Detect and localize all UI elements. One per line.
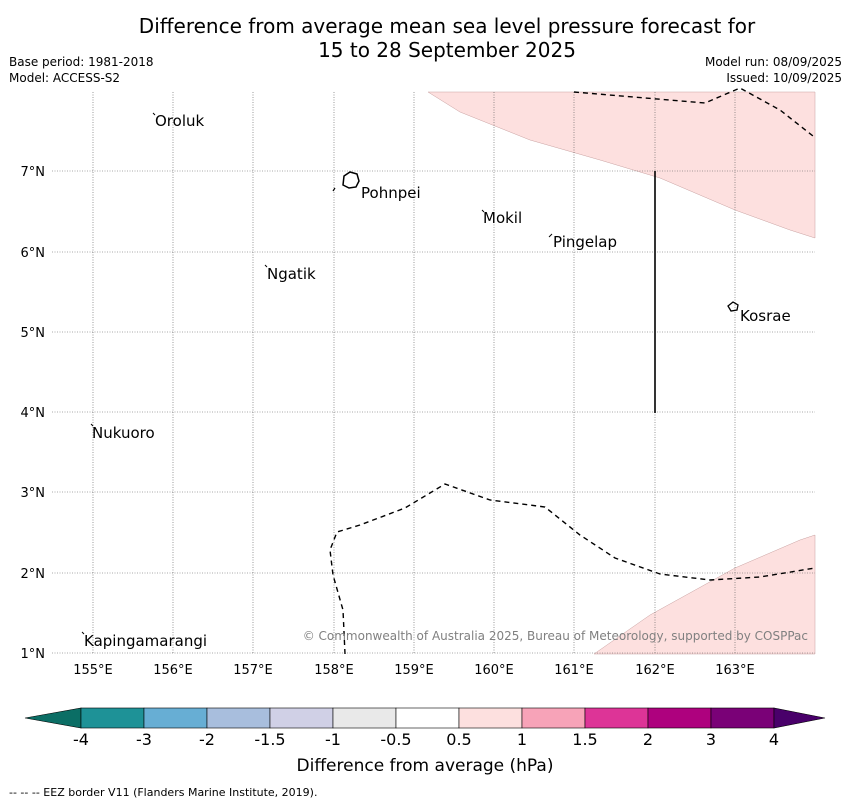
colorbar-tick-label: 3 (706, 730, 716, 749)
colorbar-extend-high (773, 707, 826, 729)
map-canvas: Oroluk Pohnpei Mokil Pingelap Ngatik Kos… (21, 87, 816, 678)
map-title: Difference from average mean sea level p… (0, 14, 850, 62)
meta-left: Base period: 1981-2018 Model: ACCESS-S2 (9, 54, 154, 86)
place-label-pohnpei: Pohnpei (361, 184, 421, 202)
base-period: Base period: 1981-2018 (9, 55, 154, 69)
colorbar-segment (206, 707, 271, 729)
colorbar-segment (647, 707, 712, 729)
lon-label: 159°E (394, 663, 434, 678)
colorbar-segment (521, 707, 586, 729)
place-label-ngatik: Ngatik (267, 265, 316, 283)
colorbar-segment (80, 707, 145, 729)
colorbar-title: Difference from average (hPa) (296, 756, 554, 776)
anomaly-region-south (593, 534, 816, 655)
longitude-labels: 155°E 156°E 157°E 158°E 159°E 160°E 161°… (73, 663, 755, 678)
model-name: Model: ACCESS-S2 (9, 71, 121, 85)
gridlines (52, 92, 815, 654)
colorbar-tick-label: 4 (769, 730, 779, 749)
lat-label: 7°N (21, 165, 46, 180)
copyright-notice: © Commonwealth of Australia 2025, Bureau… (303, 629, 808, 643)
lon-label: 160°E (474, 663, 514, 678)
place-label-kapingamarangi: Kapingamarangi (84, 632, 207, 650)
lon-label: 162°E (635, 663, 675, 678)
lon-label: 161°E (554, 663, 594, 678)
lat-label: 1°N (21, 647, 46, 662)
lat-label: 6°N (21, 246, 46, 261)
lon-label: 155°E (73, 663, 113, 678)
colorbar-labels: -4 -3 -2 -1.5 -1 -0.5 0.5 1 1.5 2 3 4 (73, 730, 779, 749)
model-run: Model run: 08/09/2025 (704, 55, 842, 69)
place-label-kosrae: Kosrae (740, 307, 791, 325)
colorbar-tick-label: -0.5 (380, 730, 411, 749)
colorbar-segment (143, 707, 208, 729)
colorbar-tick-label: -4 (73, 730, 89, 749)
colorbar-segment (395, 707, 460, 729)
lon-label: 157°E (233, 663, 273, 678)
lat-label: 2°N (21, 567, 46, 582)
eez-borders (329, 87, 816, 655)
place-labels: Oroluk Pohnpei Mokil Pingelap Ngatik Kos… (84, 112, 791, 650)
latitude-labels: 7°N 6°N 5°N 4°N 3°N 2°N 1°N (21, 165, 46, 662)
colorbar-segments (24, 707, 826, 729)
lon-label: 158°E (314, 663, 354, 678)
eez-footer-note: -- -- -- EEZ border V11 (Flanders Marine… (9, 786, 318, 799)
colorbar-tick-label: 0.5 (446, 730, 471, 749)
colorbar-tick-label: 1.5 (572, 730, 597, 749)
colorbar-segment (269, 707, 334, 729)
lat-label: 4°N (21, 406, 46, 421)
lat-label: 5°N (21, 326, 46, 341)
pohnpei-island (342, 171, 360, 189)
meta-right: Model run: 08/09/2025 Issued: 10/09/2025 (705, 54, 842, 86)
colorbar-tick-label: 2 (643, 730, 653, 749)
colorbar: -4 -3 -2 -1.5 -1 -0.5 0.5 1 1.5 2 3 4 (24, 707, 826, 749)
small-islet (332, 187, 336, 192)
colorbar-tick-label: -1 (325, 730, 341, 749)
atoll-markers (81, 112, 553, 635)
colorbar-tick-label: 1 (517, 730, 527, 749)
kosrae-island (727, 301, 739, 312)
place-label-oroluk: Oroluk (155, 112, 204, 130)
title-line-2: 15 to 28 September 2025 (318, 38, 576, 62)
lat-label: 3°N (21, 486, 46, 501)
lon-label: 156°E (153, 663, 193, 678)
place-label-nukuoro: Nukuoro (92, 424, 155, 442)
colorbar-tick-label: -1.5 (254, 730, 285, 749)
colorbar-tick-label: -3 (136, 730, 152, 749)
title-line-1: Difference from average mean sea level p… (138, 14, 756, 38)
colorbar-tick-label: -2 (199, 730, 215, 749)
issued-date: Issued: 10/09/2025 (726, 71, 842, 85)
anomaly-region-north (427, 91, 816, 239)
colorbar-segment (710, 707, 775, 729)
colorbar-segment (458, 707, 523, 729)
lon-label: 163°E (715, 663, 755, 678)
colorbar-segment (584, 707, 649, 729)
place-label-mokil: Mokil (483, 209, 522, 227)
colorbar-extend-low (24, 707, 82, 729)
place-label-pingelap: Pingelap (553, 233, 617, 251)
colorbar-segment (332, 707, 397, 729)
